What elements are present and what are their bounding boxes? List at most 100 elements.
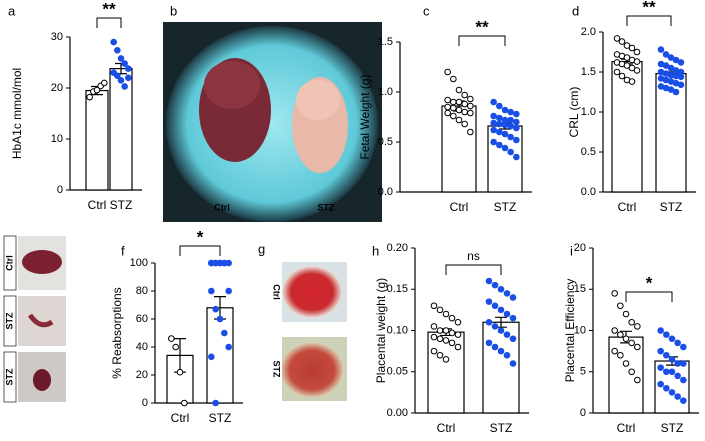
data-point [436, 327, 444, 334]
data-point [507, 133, 514, 141]
data-point [622, 360, 630, 367]
panel-letter: h [372, 243, 379, 258]
y-axis-title: CRL (cm) [567, 87, 581, 138]
data-point [613, 68, 621, 76]
data-point [503, 331, 511, 338]
x-tick-label: Ctrl [450, 200, 469, 214]
y-tick-label: 0.0 [378, 186, 393, 198]
y-tick-label: 100 [130, 257, 148, 269]
y-axis-title: Fetal Weight (g) [358, 74, 372, 159]
data-point [657, 347, 664, 355]
data-point [513, 118, 520, 126]
significance-bracket [445, 264, 502, 275]
data-point [628, 368, 635, 376]
data-point [467, 95, 474, 103]
data-point [461, 108, 468, 116]
significance-label: ** [475, 17, 489, 36]
data-point [448, 314, 456, 322]
data-point [611, 327, 618, 334]
data-point [485, 277, 493, 285]
data-point [110, 38, 117, 46]
data-point [622, 335, 630, 343]
data-point [611, 290, 618, 297]
data-point [467, 102, 474, 110]
data-point [657, 327, 664, 334]
data-point [496, 102, 503, 110]
y-tick-label: 0.10 [387, 324, 408, 336]
data-point [503, 351, 511, 359]
y-tick-label: 1.5 [581, 66, 596, 78]
data-point [662, 51, 670, 58]
panel-letter: a [8, 3, 16, 18]
x-tick-label: STZ [110, 198, 133, 212]
data-point [454, 318, 462, 326]
data-point [212, 305, 219, 313]
y-tick-label: 20 [574, 242, 586, 254]
data-point [168, 335, 175, 342]
data-point [461, 91, 468, 99]
data-point [467, 109, 474, 117]
data-point [461, 120, 468, 128]
data-point [657, 380, 664, 388]
data-point [490, 112, 497, 120]
data-point [507, 108, 514, 116]
y-tick-label: 0 [580, 407, 586, 419]
data-point [503, 310, 511, 318]
significance-label: ns [467, 249, 480, 263]
data-point [454, 343, 462, 351]
x-tick-label: STZ [494, 200, 517, 214]
data-point [208, 287, 215, 295]
data-point [657, 46, 665, 53]
data-point [674, 393, 681, 400]
data-point [125, 74, 132, 82]
x-tick-label: STZ [661, 421, 684, 435]
y-tick-label: 0.20 [387, 242, 408, 254]
data-point [444, 109, 451, 117]
data-point [628, 339, 635, 347]
y-tick-label: 1.5 [378, 36, 393, 48]
y-tick-label: 0.5 [378, 136, 393, 148]
x-tick-label: Ctrl [617, 421, 636, 435]
data-point [455, 106, 463, 114]
data-point [618, 38, 626, 45]
data-point [497, 285, 505, 293]
data-point [496, 141, 503, 149]
significance-label: ** [102, 0, 116, 18]
data-point [507, 116, 514, 124]
data-point [663, 384, 670, 392]
data-point [430, 302, 438, 310]
data-point [613, 35, 621, 42]
panel-letter: f [121, 243, 125, 258]
data-point [509, 294, 517, 301]
data-point [617, 302, 624, 310]
data-point [634, 323, 641, 330]
data-point [442, 310, 450, 318]
photo-g [270, 262, 347, 401]
data-point [114, 72, 121, 80]
data-point [680, 397, 687, 404]
data-point [442, 356, 450, 363]
data-point [172, 343, 179, 351]
y-axis-title: Placental weight (g) [374, 278, 388, 383]
data-point [611, 347, 618, 355]
data-point [496, 114, 503, 122]
y-axis-title: % Reabsorptions [110, 287, 124, 378]
data-point [455, 98, 463, 106]
data-point [430, 323, 438, 330]
data-point [448, 329, 456, 337]
data-point [628, 44, 636, 52]
data-point [501, 130, 509, 138]
y-tick-label: 1.0 [378, 86, 393, 98]
data-point [485, 318, 493, 326]
data-point [444, 103, 451, 111]
y-tick-label: 15 [574, 283, 586, 295]
data-point [467, 128, 474, 136]
photo-label: Ctrl [214, 202, 230, 212]
y-tick-label: 5 [580, 366, 586, 378]
significance-bracket [179, 245, 221, 256]
panel-letter: g [258, 241, 265, 256]
panel-letter: c [423, 3, 430, 18]
data-point [491, 302, 499, 310]
data-point [454, 331, 462, 338]
data-point [677, 81, 685, 89]
